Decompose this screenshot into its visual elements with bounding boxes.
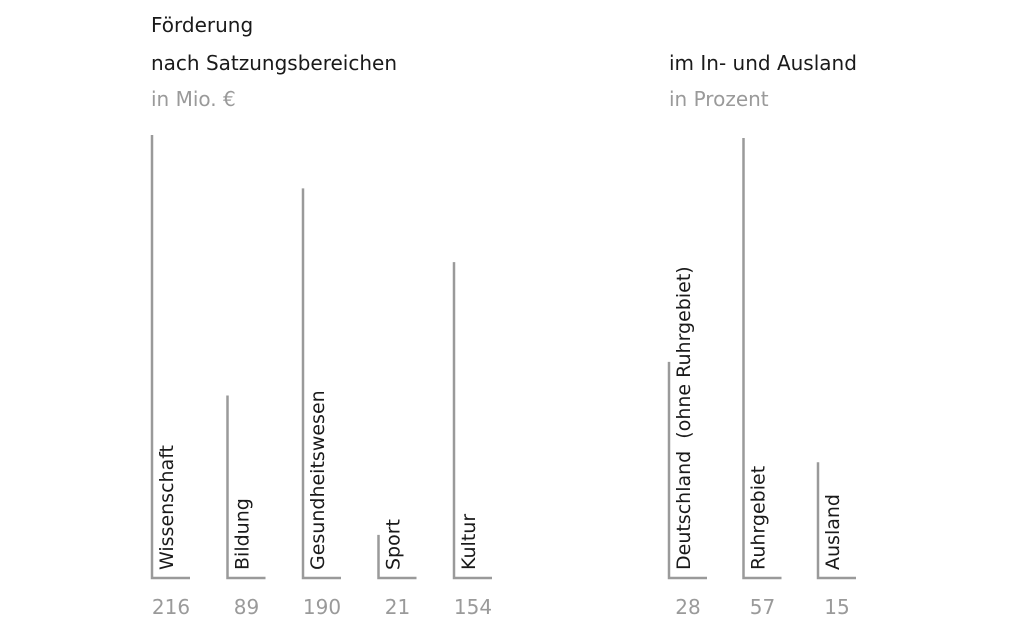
chart2-bar-1 <box>742 138 782 580</box>
chart1-value-label-2: 190 <box>303 595 341 619</box>
chart1-category-label-4: Kultur <box>458 514 480 570</box>
chart1-title: Förderung <box>151 13 254 37</box>
chart1-category-label-1: Bildung <box>232 498 254 570</box>
chart1-category-label-2: Gesundheitswesen <box>307 390 329 570</box>
chart1-bar-3 <box>377 534 417 580</box>
chart1-value-label-1: 89 <box>234 595 259 619</box>
chart2-category-label-2: Ausland <box>822 494 844 570</box>
chart2-value-label-1: 57 <box>750 595 775 619</box>
chart1-subtitle: nach Satzungsbereichen <box>151 51 398 75</box>
chart2-bar-2 <box>816 462 856 580</box>
chart1-category-label-3: Sport <box>383 519 405 570</box>
chart1-category-label-0: Wissenschaft <box>156 445 178 570</box>
chart1-unit: in Mio. € <box>151 87 236 111</box>
chart1-value-label-3: 21 <box>385 595 410 619</box>
chart2-value-label-2: 15 <box>824 595 849 619</box>
chart2-category-label-1: Ruhrgebiet <box>748 466 770 570</box>
chart2-bar-0 <box>667 361 707 580</box>
chart2-unit: in Prozent <box>669 87 769 111</box>
chart2-category-label-0: Deutschland (ohne Ruhrgebiet) <box>673 266 695 570</box>
chart2-title: im In- und Ausland <box>669 51 857 75</box>
chart1-bar-2 <box>301 188 341 580</box>
chart1-value-label-4: 154 <box>454 595 492 619</box>
chart1-bar-0 <box>150 135 190 580</box>
chart1-bar-4 <box>452 262 492 580</box>
chart2-value-label-0: 28 <box>675 595 700 619</box>
chart1-value-label-0: 216 <box>152 595 190 619</box>
chart1-bar-1 <box>226 395 266 580</box>
